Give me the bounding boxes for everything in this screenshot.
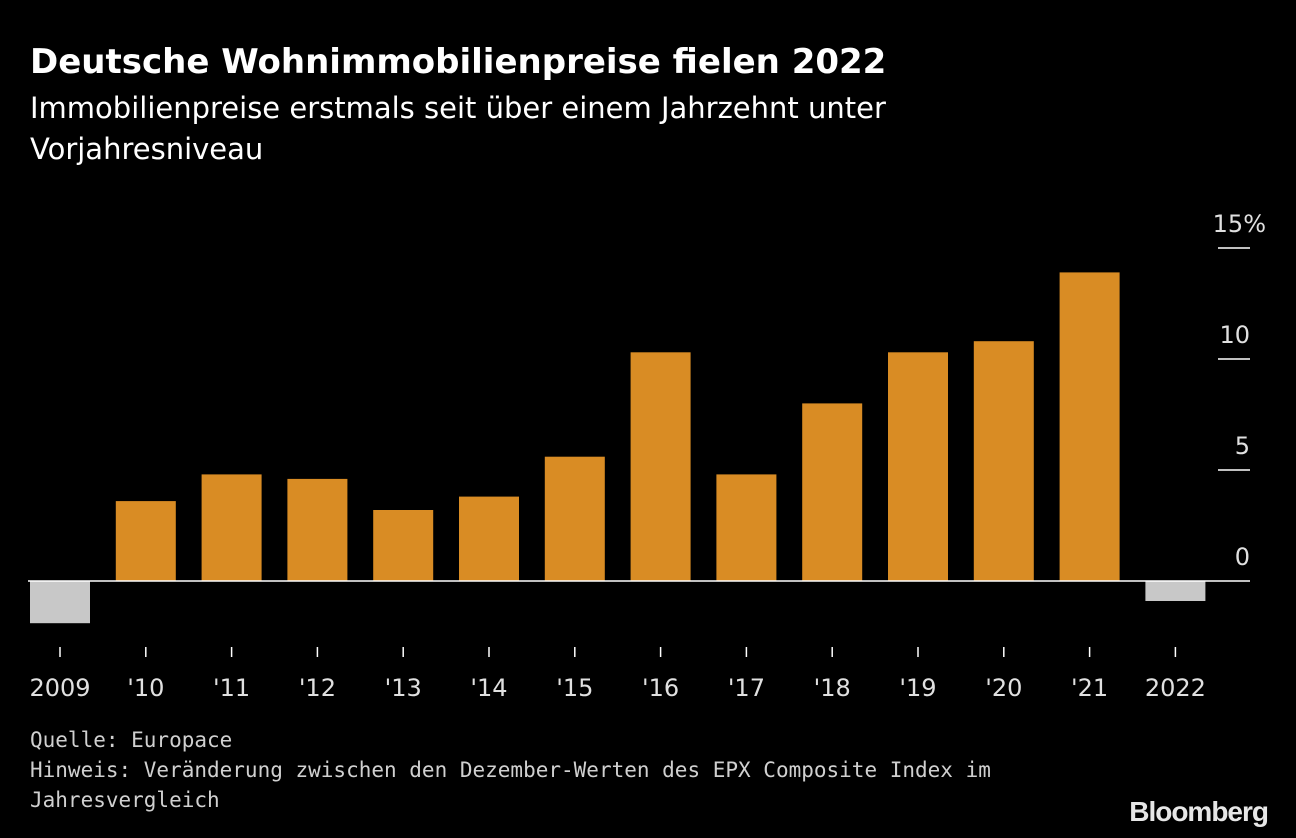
y-tick-label-0: 0 [1235,543,1250,571]
x-tick-label-7: '16 [642,674,679,702]
x-tick-label-0: 2009 [29,674,90,702]
bloomberg-logo: Bloomberg [1129,796,1269,827]
bar-3 [287,478,348,581]
x-tick-label-4: '13 [385,674,422,702]
bar-5 [459,496,519,581]
chart-title: Deutsche Wohnimmobilienpreise fielen 202… [30,42,887,82]
x-tick-label-6: '15 [556,674,593,702]
y-tick-label-2: 10 [1219,321,1250,349]
x-tick-label-8: '17 [728,674,765,702]
footnote-line-2: Jahresvergleich [30,788,220,812]
x-tick-label-11: '20 [985,674,1022,702]
x-tick-label-2: '11 [213,674,250,702]
x-tick-label-9: '18 [814,674,851,702]
x-tick-label-3: '12 [299,674,336,702]
bar-4 [373,510,434,581]
x-tick-label-10: '19 [899,674,936,702]
bar-7 [630,352,691,581]
bar-0 [30,581,90,624]
bar-2 [201,474,262,581]
bar-8 [716,474,777,581]
x-tick-label-5: '14 [470,674,507,702]
y-tick-label-1: 5 [1235,432,1250,460]
y-tick-label-3: 15% [1213,210,1266,238]
source-note: Quelle: Europace [30,728,233,752]
bar-1 [115,501,176,581]
bar-10 [888,352,948,581]
x-tick-label-1: '10 [127,674,164,702]
chart-subtitle: Immobilienpreise erstmals seit über eine… [30,91,886,166]
footnote-line-1: Hinweis: Veränderung zwischen den Dezemb… [30,758,991,782]
bar-11 [973,341,1034,581]
x-tick-label-12: '21 [1071,674,1108,702]
bar-13 [1145,581,1206,601]
bar-6 [544,456,605,581]
bar-9 [802,403,863,581]
x-tick-label-13: 2022 [1145,674,1206,702]
bar-12 [1059,272,1120,581]
